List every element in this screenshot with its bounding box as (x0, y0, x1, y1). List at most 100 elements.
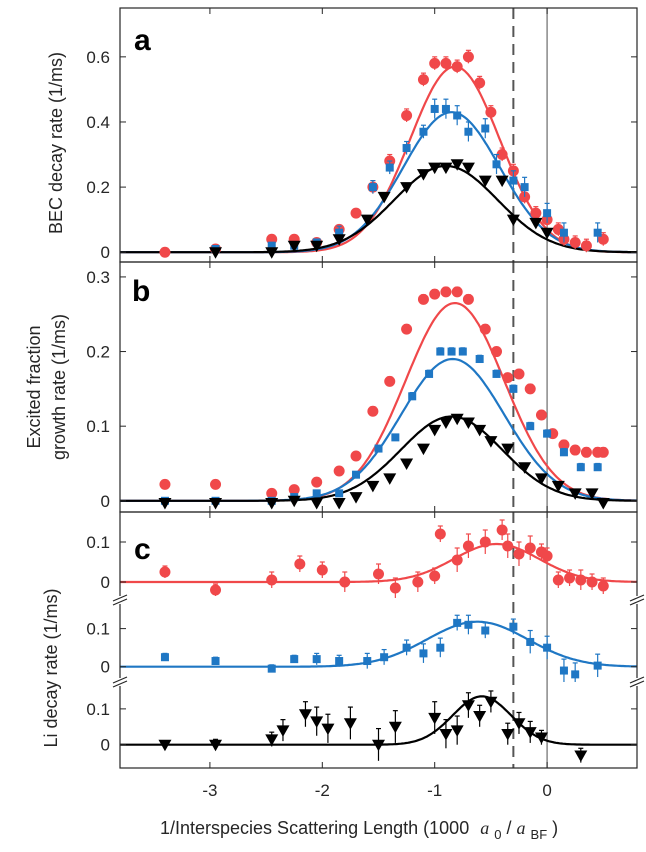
panel-b-point-red (429, 288, 441, 300)
panel-c-sub0-point-red (524, 542, 536, 554)
panel-c-sub2-point-black (276, 725, 290, 737)
panel-b-point-red (367, 405, 379, 417)
panel-b-point-black (461, 417, 475, 429)
panel-a-point-red (417, 74, 429, 86)
panel-a-point-blue (402, 144, 411, 153)
panel-b-point-black (310, 498, 324, 510)
panel-b-point-blue (391, 433, 400, 442)
panel-a-point-black (540, 227, 554, 240)
panel-b-letter: b (132, 275, 150, 308)
panel-c-sub1-point-blue (526, 637, 535, 646)
panel-a-point-red (462, 51, 474, 63)
panel-b-point-black (349, 492, 363, 504)
panel-b-point-black (484, 436, 498, 448)
panel-b-point-red (558, 439, 570, 451)
x-axis-label: 1/Interspecies Scattering Length (1000 a… (160, 818, 558, 843)
panel-b-point-red (491, 346, 503, 358)
axis-break-gap (629, 596, 645, 604)
panel-a-point-black (478, 175, 492, 188)
panel-c-sub0-point-red (597, 580, 609, 592)
panel-a-point-red (451, 61, 463, 73)
panel-a-point-red (401, 109, 413, 121)
panel-b-point-red (597, 446, 609, 458)
panel-b-series-blue (160, 347, 602, 505)
panel-a-point-blue (509, 176, 518, 185)
panel-c-sub2-point-black (484, 696, 498, 709)
panel-b-point-blue (576, 463, 585, 472)
panel-c-sub2-point-black (372, 739, 385, 752)
panel-c-sub1-point-blue (593, 661, 602, 670)
panel-c-sub0-point-red (502, 540, 514, 552)
panel-c-sub2-point-black (450, 725, 464, 737)
x-tick-label: 0 (542, 781, 551, 800)
panel-c-sub0-point-red (496, 524, 508, 536)
panel-c-frame (119, 511, 638, 769)
panel-a-point-black (439, 162, 453, 175)
panel-c-sub1-point-blue (464, 620, 473, 629)
panel-c-sub2-point-black (388, 721, 402, 734)
panel-b-point-blue (352, 470, 361, 479)
panel-c-sub2-point-black (473, 711, 487, 723)
panel-c-sub2-point-black (265, 734, 279, 746)
axis-break-mark (629, 598, 645, 606)
panel-c-sub0-series-red (159, 519, 609, 598)
panel-a-point-red (429, 57, 441, 69)
axis-break-mark (112, 598, 128, 606)
axis-break-mark (112, 676, 128, 684)
panel-a-point-black (461, 162, 475, 175)
panel-b-point-black (534, 473, 548, 485)
panel-b-frame (119, 261, 638, 513)
panel-a-point-black (310, 240, 324, 253)
panel-a-point-black (377, 191, 391, 204)
panel-c-sub1-point-blue (267, 664, 276, 673)
panel-a-point-blue (492, 160, 501, 169)
panel-a-point-black (332, 234, 346, 246)
panel-c-sub2-point-black (501, 728, 515, 741)
panel-c-sub0-point-red (429, 570, 441, 582)
panel-a-point-blue (430, 104, 439, 113)
panel-b-series-red (159, 286, 609, 499)
panel-c-sub1-point-blue (363, 657, 372, 666)
axis-break-gap (112, 678, 128, 686)
panel-c-sub2-point-black (461, 700, 475, 712)
x-tick-label: -2 (315, 781, 330, 800)
panel-c-sub2-point-black (343, 718, 357, 730)
panel-c-sub2-point-black (439, 728, 453, 741)
panel-c-sub0-point-red (451, 554, 463, 566)
panel-b-point-black (501, 443, 515, 456)
panel-b-point-black (450, 413, 464, 426)
panel-a-point-blue (559, 228, 568, 237)
panel-c-sub2-point-black (428, 712, 442, 725)
panel-a-point-black (265, 247, 279, 259)
panel-a-point-black (416, 169, 430, 181)
panel-c-sub0-point-red (389, 582, 401, 594)
panel-b-point-black (473, 424, 487, 437)
panel-a-point-black (209, 247, 223, 259)
panel-c-fit-1 (120, 620, 637, 668)
panel-a-point-black (495, 175, 509, 188)
panel-b-point-blue (458, 347, 467, 356)
panel-c-sub0-point-red (541, 550, 553, 562)
panel-b-point-blue (593, 463, 602, 472)
panel-a-point-red (350, 207, 362, 219)
panel-b-point-blue (436, 347, 445, 356)
panel-b-point-black (332, 498, 346, 510)
panel-b-point-blue (492, 369, 501, 378)
panel-c-ylabel: Li decay rate (1/ms) (41, 588, 61, 747)
panel-c-sub2-point-black (574, 750, 588, 762)
panel-c-sub1-point-blue (402, 643, 411, 652)
panel-b-ylabel-line2: growth rate (1/ms) (49, 314, 69, 460)
panel-c-sub2-series-black (158, 690, 588, 763)
panel-a-point-blue (481, 124, 490, 133)
panel-b-point-red (535, 409, 547, 421)
axis-break-mark (629, 676, 645, 684)
panel-a-ytick-label: 0.6 (86, 48, 110, 67)
panel-a-ytick-label: 0.2 (86, 178, 110, 197)
panel-b-point-blue (425, 369, 434, 378)
panel-b-point-blue (335, 489, 344, 498)
panel-c-sub2-point-black (512, 718, 526, 730)
panel-c-sub0-point-red (575, 574, 587, 586)
plots-layer: 0 0.2 0.4 0.6 0 0.1 0.2 0.3 0 0.1 0 0.1 0 0.1 -3 -2 -1 0 (86, 7, 645, 800)
panel-c-sub0-ytick-label: 0.1 (86, 533, 110, 552)
panel-b-point-black (551, 480, 565, 493)
